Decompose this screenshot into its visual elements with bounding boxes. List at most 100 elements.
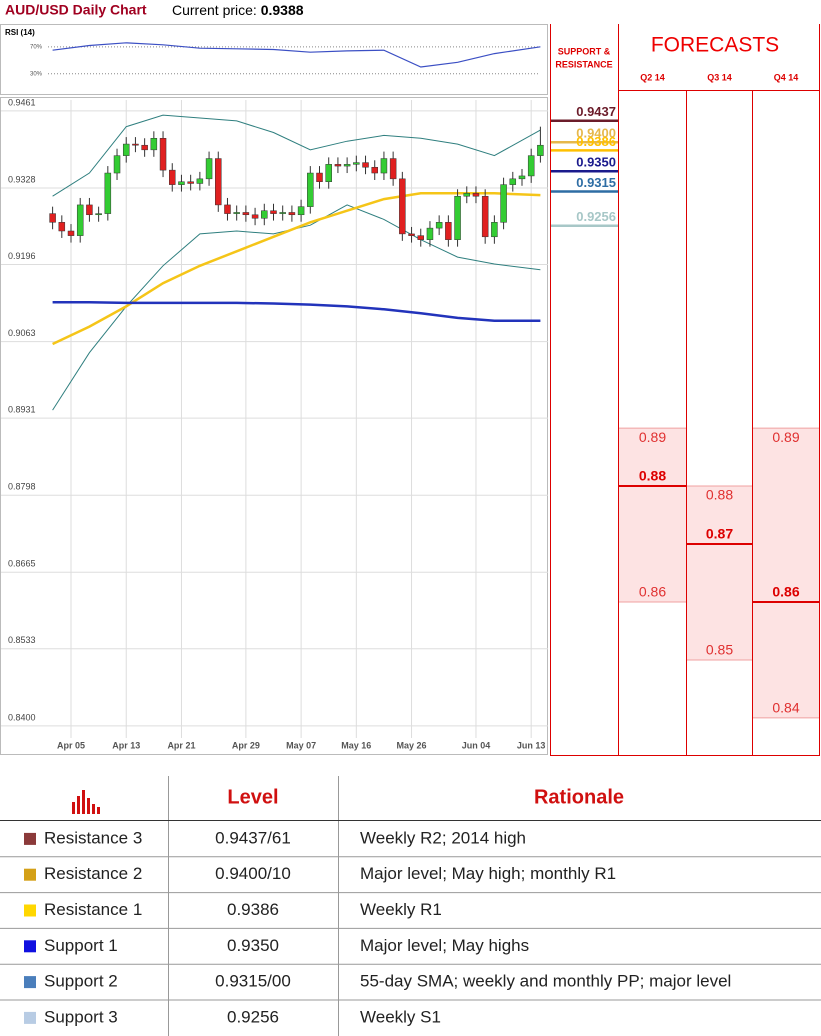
candle-body [270, 210, 277, 214]
y-tick-label: 70% [30, 44, 43, 50]
candle-body [316, 172, 323, 182]
row-swatch [24, 976, 36, 989]
y-tick-label: 0.9461 [8, 97, 36, 107]
candle-body [509, 178, 517, 185]
x-tick-label: Apr 13 [112, 740, 140, 750]
x-tick-label: May 26 [397, 740, 427, 750]
candle-body [178, 181, 185, 185]
y-tick-label: 0.8665 [8, 559, 36, 569]
price-label: Current price: [172, 2, 257, 18]
row-level: 0.9350 [227, 936, 279, 955]
candle-body [141, 144, 148, 151]
row-swatch [24, 904, 36, 917]
candle-body [58, 222, 66, 232]
line [52, 301, 541, 323]
x-tick-label: Jun 04 [462, 740, 491, 750]
candle-body [491, 222, 498, 238]
table-frame [0, 776, 821, 1036]
candle-body [242, 212, 250, 216]
forecast-label: 0.86 [639, 584, 666, 600]
quarter-label: Q3 14 [707, 72, 732, 82]
columns-frame [550, 24, 820, 756]
candle-body [76, 204, 84, 236]
candle-body [205, 158, 213, 180]
quarter-label: Q2 14 [640, 72, 665, 82]
row-name: Resistance 1 [44, 900, 142, 919]
forecast-title: FORECASTS [651, 34, 779, 57]
candle-body [187, 181, 194, 184]
candle-body [445, 222, 452, 240]
candle-body [95, 213, 102, 216]
bar-icon [72, 790, 100, 814]
candle-body [196, 178, 204, 184]
forecast-range [619, 428, 686, 602]
x-tick-label: Apr 05 [57, 740, 85, 750]
candle-body [463, 193, 471, 197]
candle-body [472, 193, 480, 197]
title: AUD/USD Daily Chart [5, 2, 147, 18]
x-tick-label: May 07 [286, 740, 316, 750]
line [52, 42, 541, 68]
candle-body [279, 212, 286, 214]
x-tick-label: Apr 21 [167, 740, 195, 750]
y-tick-label: 0.9196 [8, 251, 36, 261]
y-tick-label: 0.9063 [8, 328, 36, 338]
candle-body [307, 172, 314, 207]
forecast-label: 0.88 [706, 487, 733, 503]
forecast-label: 0.85 [706, 642, 733, 658]
candle-body [481, 195, 489, 238]
candle-body [334, 164, 342, 167]
row-level: 0.9256 [227, 1007, 279, 1026]
row-level: 0.9386 [227, 900, 279, 919]
x-tick-label: May 16 [341, 740, 371, 750]
candle-body [104, 172, 112, 214]
y-tick-label: 30% [30, 71, 43, 77]
price-text: Current price: 0.9388 [172, 2, 304, 18]
candle-body [426, 227, 434, 240]
candle-body [435, 222, 443, 229]
candle-body [261, 210, 268, 219]
row-rationale: Weekly R1 [360, 900, 442, 919]
row-name: Resistance 2 [44, 864, 142, 883]
quarter-label: Q4 14 [774, 72, 799, 82]
candle-body [150, 138, 158, 151]
rsi-title: RSI (14) [5, 28, 35, 37]
sr-label: 0.9400 [576, 126, 616, 141]
candle-body [527, 155, 535, 177]
candle-body [297, 206, 305, 216]
candle-body [408, 233, 415, 236]
candle-body [49, 213, 56, 223]
sr-label: 0.9386 [576, 134, 616, 149]
row-rationale: 55-day SMA; weekly and monthly PP; major… [360, 972, 731, 991]
row-rationale: Weekly R2; 2014 high [360, 828, 526, 847]
candle-body [417, 235, 424, 240]
row-level: 0.9315/00 [215, 972, 291, 991]
row-name: Support 2 [44, 972, 118, 991]
candle-body [86, 204, 93, 216]
table-header: Rationale [534, 786, 624, 808]
sr-label: 0.9315 [576, 175, 616, 190]
forecast-label: 0.87 [706, 526, 733, 542]
candle-body [518, 175, 526, 180]
sr-label: 0.9350 [576, 155, 616, 170]
candle-body [454, 195, 461, 240]
sr-label: 0.9256 [576, 209, 616, 224]
candle-body [537, 144, 544, 156]
sr-label: 0.9437 [576, 104, 616, 119]
table-header: Level [227, 786, 278, 808]
candle-body [353, 162, 360, 165]
y-tick-label: 0.8533 [8, 635, 36, 645]
candle-body [159, 138, 167, 171]
candle-body [132, 143, 139, 146]
candle-body [233, 212, 240, 214]
row-level: 0.9400/10 [215, 864, 291, 883]
rsi-panel [0, 24, 548, 95]
sr-title: SUPPORT & [558, 46, 611, 56]
candle-body [380, 158, 388, 174]
candle-body [215, 158, 222, 206]
row-name: Support 1 [44, 936, 118, 955]
candle-body [325, 164, 332, 182]
candle-body [500, 184, 507, 223]
candle-body [362, 162, 369, 168]
